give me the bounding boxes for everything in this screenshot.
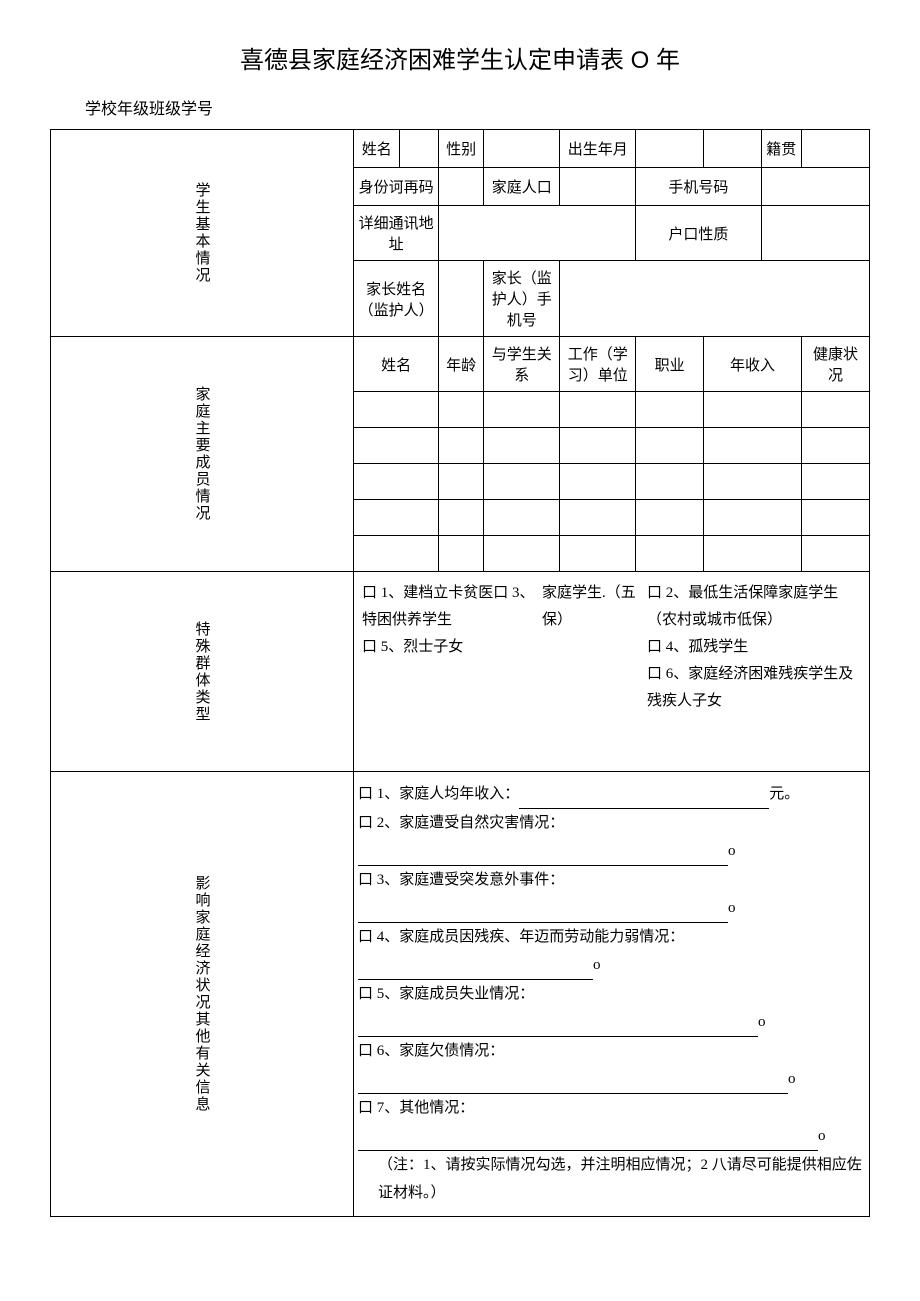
s4-l2b: o (728, 843, 736, 859)
member-cell (560, 536, 636, 572)
member-cell (560, 464, 636, 500)
s4-l7b: o (818, 1128, 826, 1144)
val-phone (761, 168, 869, 206)
member-cell (704, 428, 802, 464)
member-row (354, 392, 439, 428)
s4-l1b: 元。 (769, 786, 799, 802)
label-address: 详细通讯地址 (354, 206, 439, 261)
member-cell (484, 392, 560, 428)
s4-l7a: 口 7、其他情况： (358, 1100, 474, 1116)
val-guardian (439, 261, 484, 337)
label-guardian: 家长姓名（监护人） (354, 261, 439, 337)
member-cell (704, 464, 802, 500)
member-cell (560, 500, 636, 536)
member-cell (439, 428, 484, 464)
section3-label: 特殊群体类型 (51, 572, 354, 772)
section3-body: 口 1、建档立卡贫医口 3、特困供养学生 口 5、烈士子女 家庭学生.（五保） … (354, 572, 870, 772)
section4-label: 影响家庭经济状况其他有关信息 (51, 772, 354, 1217)
val-gender (484, 130, 560, 168)
member-cell (636, 500, 704, 536)
label-birth: 出生年月 (560, 130, 636, 168)
s3-col2: 家庭学生.（五保） (542, 580, 647, 715)
val-name (400, 130, 439, 168)
label-phone: 手机号码 (636, 168, 761, 206)
member-cell (484, 536, 560, 572)
member-cell (439, 392, 484, 428)
col-relation: 与学生关系 (484, 337, 560, 392)
member-row (354, 464, 439, 500)
member-cell (439, 464, 484, 500)
s4-l4a: 口 4、家庭成员因残疾、年迈而劳动能力弱情况： (358, 929, 684, 945)
section2-label: 家庭主要成员情况 (51, 337, 354, 572)
member-cell (802, 392, 870, 428)
member-row (354, 500, 439, 536)
page-title: 喜德县家庭经济困难学生认定申请表 O 年 (50, 40, 870, 75)
val-idcode (439, 168, 484, 206)
s4-l5b: o (758, 1014, 766, 1030)
s4-l4b: o (593, 957, 601, 973)
label-gender: 性别 (439, 130, 484, 168)
subtitle: 学校年级班级学号 (85, 95, 870, 119)
s4-note: （注：1、请按实际情况勾选，并注明相应情况；2 八请尽可能提供相应佐证材料。） (378, 1151, 865, 1208)
member-cell (704, 500, 802, 536)
main-table: 学生基本情况 姓名 性别 出生年月 籍贯 身份诃再码 家庭人口 手机号码 详细通… (50, 129, 870, 1217)
val-address (439, 206, 636, 261)
member-cell (560, 392, 636, 428)
member-cell (484, 428, 560, 464)
label-native: 籍贯 (761, 130, 801, 168)
member-cell (439, 500, 484, 536)
val-birth (636, 130, 704, 168)
s4-l5a: 口 5、家庭成员失业情况： (358, 986, 534, 1002)
member-cell (704, 536, 802, 572)
s4-l2a: 口 2、家庭遭受自然灾害情况： (358, 815, 564, 831)
member-row (354, 536, 439, 572)
col-age: 年龄 (439, 337, 484, 392)
member-cell (439, 536, 484, 572)
member-cell (636, 428, 704, 464)
label-idcode: 身份诃再码 (354, 168, 439, 206)
col-work: 工作（学习）单位 (560, 337, 636, 392)
s4-l6b: o (788, 1071, 796, 1087)
member-cell (636, 392, 704, 428)
label-name: 姓名 (354, 130, 400, 168)
member-cell (636, 536, 704, 572)
s4-l6a: 口 6、家庭欠债情况： (358, 1043, 504, 1059)
member-row (354, 428, 439, 464)
member-cell (802, 464, 870, 500)
s4-l3b: o (728, 900, 736, 916)
s3-col3: 口 2、最低生活保障家庭学生（农村或城市低保） 口 4、孤残学生 口 6、家庭经… (647, 580, 861, 715)
val-guardian-phone (560, 261, 870, 337)
col-job: 职业 (636, 337, 704, 392)
member-cell (484, 500, 560, 536)
member-cell (560, 428, 636, 464)
member-cell (704, 392, 802, 428)
label-hukou: 户口性质 (636, 206, 761, 261)
section1-label: 学生基本情况 (51, 130, 354, 337)
col-name: 姓名 (354, 337, 439, 392)
s3-col1: 口 1、建档立卡贫医口 3、特困供养学生 口 5、烈士子女 (362, 580, 542, 715)
s4-l1a: 口 1、家庭人均年收入： (358, 786, 519, 802)
member-cell (802, 536, 870, 572)
member-cell (802, 428, 870, 464)
col-income: 年收入 (704, 337, 802, 392)
member-cell (636, 464, 704, 500)
val-hukou (761, 206, 869, 261)
col-health: 健康状况 (802, 337, 870, 392)
val-native (802, 130, 870, 168)
member-cell (802, 500, 870, 536)
section4-body: 口 1、家庭人均年收入： 元。 口 2、家庭遭受自然灾害情况： o 口 3、家庭遭受… (354, 772, 870, 1217)
s4-l3a: 口 3、家庭遭受突发意外事件： (358, 872, 564, 888)
val-birth2 (704, 130, 761, 168)
label-familypop: 家庭人口 (484, 168, 560, 206)
label-guardian-phone: 家长（监护人）手机号 (484, 261, 560, 337)
val-familypop (560, 168, 636, 206)
member-cell (484, 464, 560, 500)
